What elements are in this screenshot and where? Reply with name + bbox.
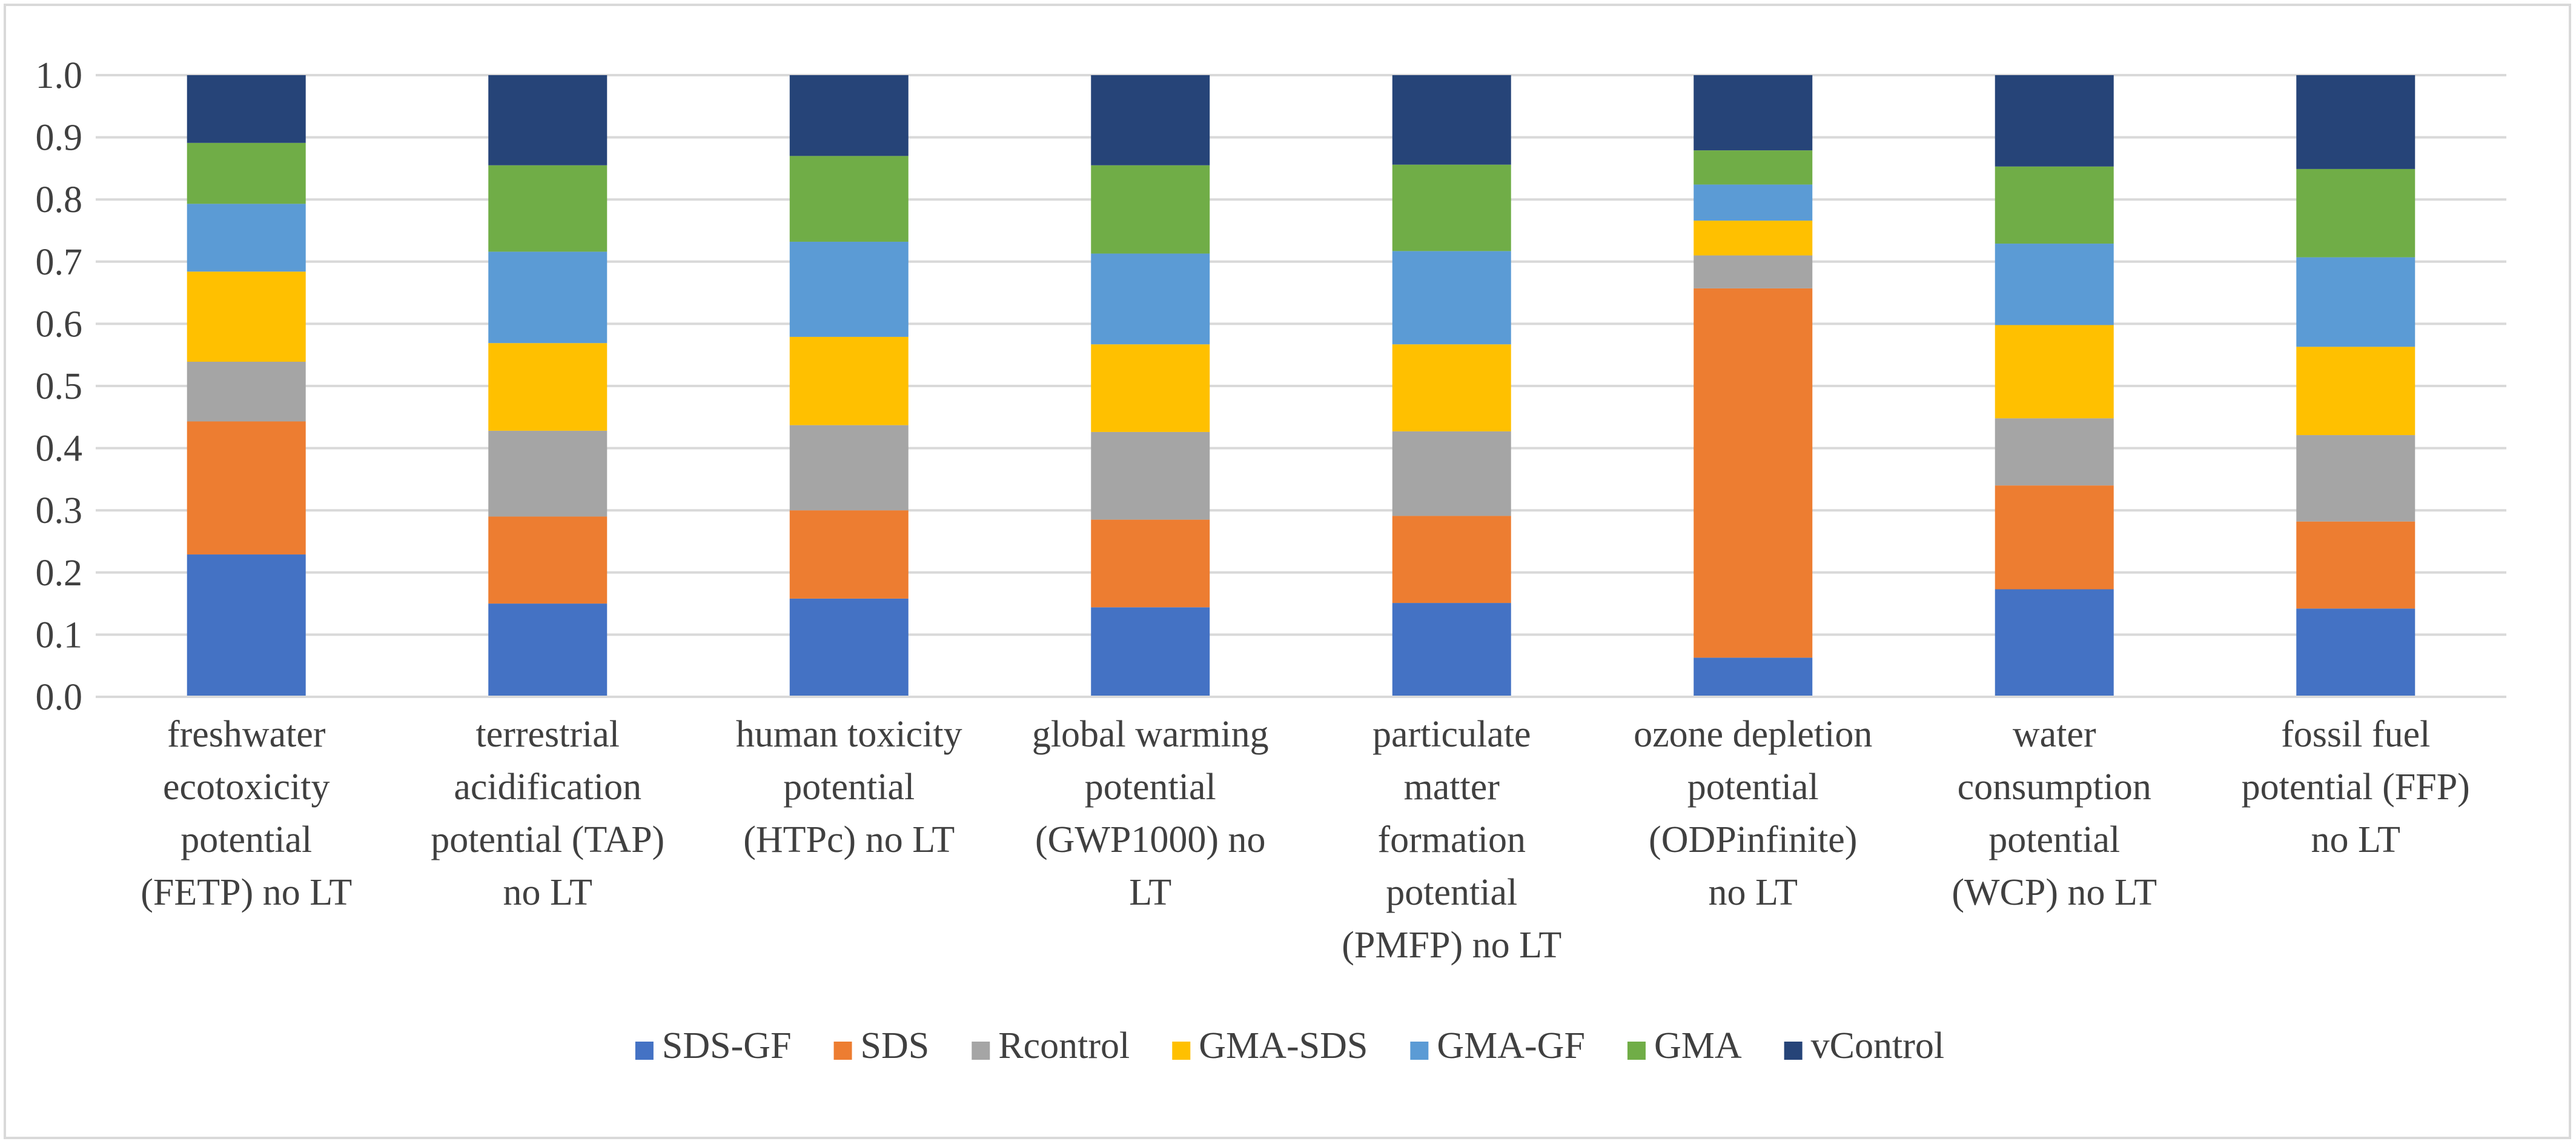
x-category-label: terrestrial acidification potential (TAP) n…	[431, 714, 664, 913]
legend-swatch-rcontrol	[972, 1042, 990, 1060]
x-category-label: particulate matter formation potential (PMFP…	[1342, 714, 1561, 966]
y-tick-label: 0.7	[36, 242, 83, 283]
bar-segment-gma-gf	[1392, 251, 1511, 345]
x-category-label: human toxicity potential (HTPc) no LT	[736, 714, 962, 860]
bar-segment-vcontrol	[1694, 75, 1813, 151]
legend-label: GMA-GF	[1437, 1025, 1585, 1066]
bar-segment-gma	[488, 165, 608, 252]
bar-segment-gma-sds	[1694, 221, 1813, 256]
y-tick-label: 0.0	[36, 677, 83, 718]
bar-segment-sds	[1694, 288, 1813, 658]
bar-segment-vcontrol	[187, 75, 306, 143]
x-category-label: water consumption potential (WCP) no LT	[1952, 714, 2157, 913]
chart-frame: 0.0 0.1 0.2 0.3 0.4 0.5 0.6 0.7 0.8 0.9 1.0 freshwa…	[4, 4, 2571, 1139]
bar-segment-gma-sds	[1091, 344, 1210, 432]
y-tick-label: 0.1	[36, 614, 83, 656]
legend-label: vControl	[1811, 1025, 1944, 1066]
legend-label: SDS-GF	[662, 1025, 792, 1066]
x-category-label: global warming potential (GWP1000) no LT	[1032, 714, 1269, 913]
legend-swatch-gma-sds	[1172, 1042, 1191, 1060]
bar-segment-gma-sds	[789, 336, 909, 425]
bar-segment-vcontrol	[488, 75, 608, 165]
bar-segment-sds	[789, 510, 909, 599]
y-tick-label: 0.6	[36, 304, 83, 345]
legend-swatch-gma	[1627, 1042, 1646, 1060]
bar-segment-gma	[1091, 165, 1210, 254]
bar-segment-sds-gf	[488, 604, 608, 697]
bar-segment-gma	[2296, 168, 2415, 258]
bar-segment-rcontrol	[1091, 431, 1210, 520]
bar-segment-sds	[1392, 516, 1511, 604]
bar-segment-rcontrol	[789, 425, 909, 511]
bar-segment-rcontrol	[1694, 255, 1813, 288]
bar-segment-sds-gf	[1392, 603, 1511, 697]
x-category-label: fossil fuel potential (FFP) no LT	[2242, 714, 2470, 860]
x-category-label: ozone depletion potential (ODPinfinite) no …	[1634, 714, 1872, 913]
legend-swatch-sds	[833, 1042, 852, 1060]
bar-segment-gma-sds	[2296, 347, 2415, 436]
bar-segment-vcontrol	[2296, 75, 2415, 169]
bar-segment-sds-gf	[1091, 607, 1210, 697]
bar-segment-rcontrol	[1392, 431, 1511, 516]
legend-label: Rcontrol	[998, 1025, 1130, 1066]
bar-segment-rcontrol	[2296, 435, 2415, 522]
legend-label: GMA-SDS	[1199, 1025, 1368, 1066]
y-tick-label: 0.9	[36, 118, 83, 159]
bar-segment-gma-gf	[1995, 244, 2114, 325]
gridlines	[96, 74, 2506, 698]
bar-segment-sds	[187, 421, 306, 555]
bar-segment-gma-gf	[1091, 253, 1210, 345]
legend-swatch-sds-gf	[635, 1042, 654, 1060]
bar-segment-gma-gf	[789, 241, 909, 337]
bar-segment-rcontrol	[187, 361, 306, 422]
legend-swatch-gma-gf	[1410, 1042, 1429, 1060]
axes: 0.0 0.1 0.2 0.3 0.4 0.5 0.6 0.7 0.8 0.9 1.0 freshwa…	[36, 55, 2506, 966]
legend-label: SDS	[861, 1025, 930, 1066]
bar-segment-gma-sds	[1392, 344, 1511, 431]
y-tick-label: 0.3	[36, 490, 83, 531]
bar-segment-gma	[789, 156, 909, 242]
bar-segment-vcontrol	[1091, 75, 1210, 165]
bar-segment-sds-gf	[1995, 589, 2114, 697]
bar-segment-gma	[1995, 166, 2114, 244]
bar-segment-vcontrol	[1995, 75, 2114, 167]
bar-segment-sds	[1091, 519, 1210, 608]
bar-segment-vcontrol	[789, 75, 909, 156]
bar-segment-gma	[187, 142, 306, 204]
bar-segment-sds-gf	[187, 554, 306, 697]
bar-segment-gma-sds	[488, 343, 608, 431]
bar-segment-sds-gf	[1694, 657, 1813, 697]
bar-segment-sds	[2296, 521, 2415, 609]
bar-segment-gma	[1694, 150, 1813, 185]
bar-segment-gma-sds	[1995, 325, 2114, 419]
y-tick-label: 1.0	[36, 55, 83, 96]
y-tick-label: 0.8	[36, 179, 83, 221]
bar-segment-rcontrol	[488, 430, 608, 517]
legend-swatch-vcontrol	[1784, 1042, 1803, 1060]
bar-segment-gma-gf	[187, 204, 306, 272]
bar-segment-sds-gf	[2296, 608, 2415, 697]
x-category-label: freshwater ecotoxicity potential (FETP) no …	[141, 714, 352, 913]
bar-segment-rcontrol	[1995, 418, 2114, 486]
bar-segment-vcontrol	[1392, 75, 1511, 165]
bar-segment-gma	[1392, 164, 1511, 251]
bar-segment-sds-gf	[789, 598, 909, 697]
bars	[187, 75, 2415, 697]
legend: SDS-GF SDS Rcontrol GMA-SDS GMA-GF GMA vContro…	[635, 1025, 1944, 1066]
y-tick-label: 0.2	[36, 553, 83, 594]
bar-segment-gma-sds	[187, 271, 306, 362]
bar-segment-gma-gf	[1694, 184, 1813, 221]
legend-label: GMA	[1654, 1025, 1742, 1066]
stacked-bar-chart: 0.0 0.1 0.2 0.3 0.4 0.5 0.6 0.7 0.8 0.9 1.0 freshwa…	[36, 55, 2506, 1066]
bar-segment-sds	[1995, 485, 2114, 590]
bar-segment-sds	[488, 516, 608, 604]
bar-segment-gma-gf	[488, 251, 608, 344]
y-tick-label: 0.4	[36, 428, 83, 470]
bar-segment-gma-gf	[2296, 257, 2415, 347]
y-tick-label: 0.5	[36, 366, 83, 407]
